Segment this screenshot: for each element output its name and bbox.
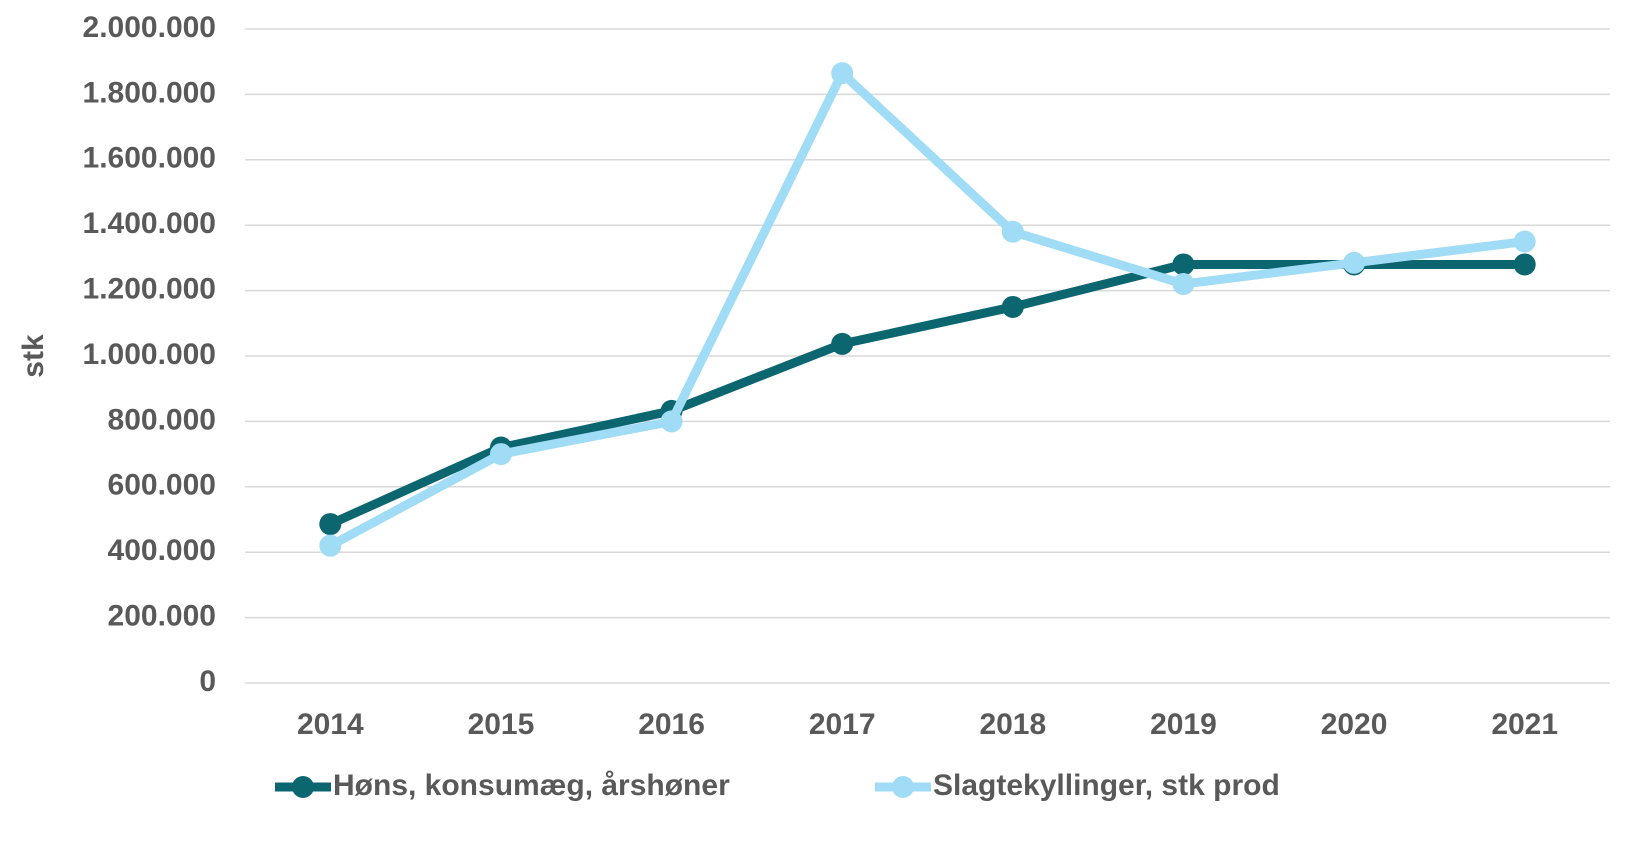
y-tick-label: 800.000 xyxy=(108,403,216,436)
y-tick-label: 200.000 xyxy=(108,600,216,633)
y-tick-label: 1.000.000 xyxy=(83,338,216,371)
data-point xyxy=(1172,273,1195,296)
y-tick-label: 0 xyxy=(199,665,216,698)
data-point xyxy=(1513,230,1536,253)
x-tick-label: 2014 xyxy=(297,708,364,741)
x-tick-label: 2016 xyxy=(638,708,705,741)
x-tick-label: 2015 xyxy=(468,708,535,741)
legend-marker xyxy=(292,776,314,798)
y-tick-label: 600.000 xyxy=(108,469,216,502)
series-line xyxy=(328,68,1526,550)
series-line xyxy=(328,259,1525,529)
y-tick-label: 1.200.000 xyxy=(83,273,216,306)
y-tick-label: 400.000 xyxy=(108,534,216,567)
data-point xyxy=(831,332,854,355)
x-tick-label: 2017 xyxy=(809,708,876,741)
data-point xyxy=(1001,295,1024,318)
data-point xyxy=(319,534,342,557)
legend-label: Høns, konsumæg, årshøner xyxy=(333,769,730,802)
data-point xyxy=(489,443,512,466)
data-point xyxy=(660,410,683,433)
data-point xyxy=(1172,253,1195,276)
data-point xyxy=(319,513,342,536)
y-tick-label: 1.800.000 xyxy=(83,76,216,109)
data-point xyxy=(1513,253,1536,276)
y-axis-label: stk xyxy=(17,334,50,378)
x-tick-label: 2020 xyxy=(1321,708,1388,741)
y-tick-label: 2.000.000 xyxy=(83,11,216,44)
legend-label: Slagtekyllinger, stk prod xyxy=(933,769,1280,802)
data-point xyxy=(1001,220,1024,243)
data-point xyxy=(831,62,854,85)
y-tick-label: 1.400.000 xyxy=(83,207,216,240)
x-tick-label: 2021 xyxy=(1491,708,1558,741)
data-point xyxy=(1343,251,1366,274)
x-tick-label: 2018 xyxy=(979,708,1046,741)
x-tick-label: 2019 xyxy=(1150,708,1217,741)
legend-marker xyxy=(892,776,914,798)
y-tick-label: 1.600.000 xyxy=(83,142,216,175)
